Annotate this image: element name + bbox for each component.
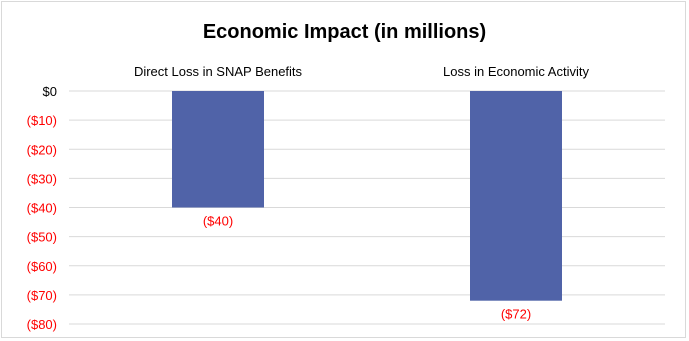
category-label: Direct Loss in SNAP Benefits: [134, 64, 303, 79]
y-tick-label: ($40): [27, 201, 57, 216]
y-tick-label: ($20): [27, 142, 57, 157]
y-tick-label: ($80): [27, 317, 57, 332]
data-label: ($72): [501, 307, 531, 322]
bar: [172, 91, 264, 208]
y-tick-label: ($30): [27, 171, 57, 186]
y-tick-label: ($60): [27, 259, 57, 274]
chart-title: Economic Impact (in millions): [202, 21, 487, 43]
y-tick-label: ($50): [27, 230, 57, 245]
data-label: ($40): [203, 214, 233, 229]
category-label: Loss in Economic Activity: [443, 64, 589, 79]
y-tick-label: ($10): [27, 113, 57, 128]
y-tick-label: $0: [43, 84, 57, 99]
bar: [470, 91, 562, 301]
y-tick-label: ($70): [27, 288, 57, 303]
